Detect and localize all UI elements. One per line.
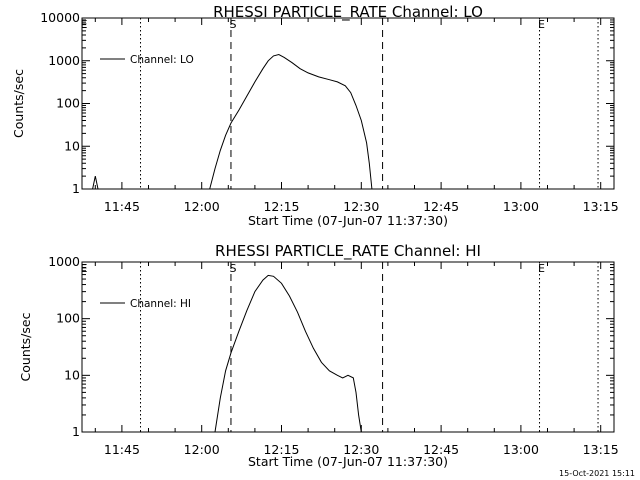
y-axis-label: Counts/sec [18,312,33,381]
legend-label: Channel: LO [130,54,194,66]
y-tick-label: 100 [56,96,80,111]
series-line [92,53,373,190]
x-tick-label: 12:45 [423,442,459,457]
timestamp-label: 15-Oct-2021 15:11 [559,469,635,478]
x-tick-label: 12:00 [184,442,220,457]
marker-label: S [229,262,236,275]
y-tick-label: 1000 [48,53,80,68]
marker-label: E [538,262,545,275]
plot-frame [81,261,615,433]
x-tick-label: 12:00 [184,199,220,214]
x-tick-label: 13:15 [583,442,619,457]
y-tick-label: 1 [72,424,80,439]
x-axis-label: Start Time (07-Jun-07 11:37:30) [248,454,448,469]
y-tick-label: 1 [72,181,80,196]
x-tick-label: 12:30 [343,199,379,214]
x-tick-label: 12:45 [423,199,459,214]
series-line [214,274,362,433]
marker-label: S [229,18,236,31]
chart-title: RHESSI PARTICLE_RATE Channel: LO [213,3,483,22]
y-tick-label: 1000 [48,254,80,269]
plot-panel-2: RHESSI PARTICLE_RATE Channel: HI Start Ti… [18,242,619,469]
marker-label: E [81,262,88,275]
chart-title: RHESSI PARTICLE_RATE Channel: HI [215,242,481,261]
y-tick-label: 100 [56,311,80,326]
plot-panel-1: RHESSI PARTICLE_RATE Channel: LO Start Ti… [11,3,619,228]
x-tick-label: 11:45 [104,199,140,214]
y-tick-label: 10 [64,367,80,382]
x-tick-label: 13:00 [503,199,539,214]
plot-frame [81,17,615,190]
x-tick-label: 12:30 [343,442,379,457]
y-axis-label: Counts/sec [11,69,26,138]
marker-label: E [538,18,545,31]
x-tick-label: 12:15 [263,199,299,214]
x-axis-label: Start Time (07-Jun-07 11:37:30) [248,213,448,228]
x-tick-label: 12:15 [263,442,299,457]
marker-label: E [81,18,88,31]
x-tick-label: 11:45 [104,442,140,457]
legend-label: Channel: HI [130,298,191,310]
y-tick-label: 10000 [40,10,80,25]
x-tick-label: 13:15 [583,199,619,214]
x-tick-label: 13:00 [503,442,539,457]
y-tick-label: 10 [64,138,80,153]
